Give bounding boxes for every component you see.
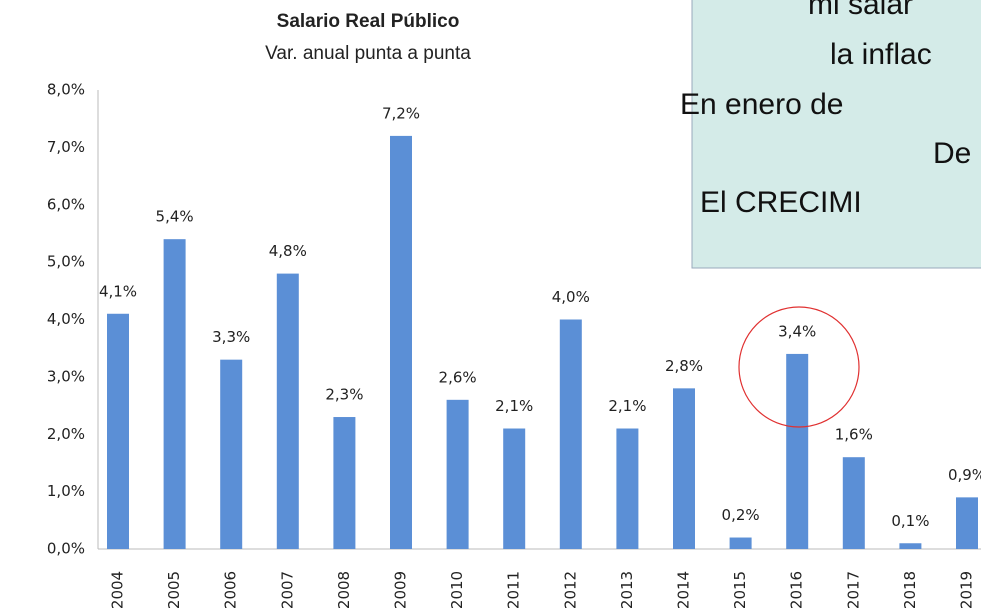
value-label: 2,1% — [495, 397, 533, 415]
x-tick-label: 2005 — [165, 571, 183, 609]
y-tick-label: 0,0% — [47, 540, 85, 558]
y-tick-label: 4,0% — [47, 310, 85, 328]
x-tick-label: 2009 — [392, 571, 410, 609]
value-label: 2,6% — [439, 368, 477, 386]
x-tick-label: 2019 — [958, 571, 976, 609]
value-label: 4,1% — [99, 282, 137, 300]
y-tick-label: 5,0% — [47, 253, 85, 271]
bar — [276, 273, 299, 549]
value-label: 3,3% — [212, 328, 250, 346]
bar — [956, 497, 978, 549]
chart-subtitle: Var. anual punta a punta — [265, 43, 471, 64]
bar — [333, 417, 356, 549]
bar — [390, 135, 412, 549]
x-tick-label: 2012 — [561, 571, 579, 609]
y-tick-label: 3,0% — [47, 367, 85, 385]
bar — [616, 428, 639, 549]
bar — [503, 428, 526, 549]
overlay-line: mi salar — [808, 0, 913, 21]
x-tick-label: 2013 — [618, 571, 636, 609]
x-tick-label: 2010 — [448, 571, 466, 609]
value-label: 4,8% — [269, 242, 307, 260]
x-tick-label: 2008 — [335, 571, 353, 609]
y-tick-label: 7,0% — [47, 138, 85, 156]
y-tick-label: 6,0% — [47, 195, 85, 213]
overlay-line: En enero de — [680, 88, 843, 121]
x-tick-label: 2006 — [222, 571, 240, 609]
bar — [842, 457, 865, 549]
x-tick-label: 2004 — [109, 571, 127, 609]
overlay-line: El CRECIMI — [700, 186, 862, 219]
bar — [107, 313, 129, 549]
highlight-circle — [738, 306, 860, 428]
bar — [163, 239, 186, 550]
y-tick-label: 1,0% — [47, 482, 85, 500]
y-tick-label: 8,0% — [47, 81, 85, 99]
overlay-line: De — [933, 137, 971, 170]
value-label: 5,4% — [156, 208, 194, 226]
bar — [446, 399, 469, 549]
x-tick-label: 2016 — [788, 571, 806, 609]
bar — [899, 543, 922, 549]
bar — [673, 388, 695, 549]
value-label: 1,6% — [835, 426, 873, 444]
x-tick-label: 2007 — [278, 571, 296, 609]
value-label: 3,4% — [778, 322, 816, 340]
value-label: 0,1% — [891, 512, 929, 530]
bar — [786, 353, 809, 549]
overlay-line: la inflac — [830, 38, 932, 71]
overlay-box — [691, 0, 981, 269]
bar — [729, 537, 752, 549]
value-label: 0,2% — [722, 506, 760, 524]
bar — [220, 359, 243, 549]
value-label: 0,9% — [948, 466, 981, 484]
value-label: 2,1% — [608, 397, 646, 415]
value-label: 4,0% — [552, 288, 590, 306]
x-tick-label: 2015 — [731, 571, 749, 609]
value-label: 2,8% — [665, 357, 703, 375]
x-tick-label: 2017 — [844, 571, 862, 609]
value-label: 2,3% — [325, 386, 363, 404]
value-label: 7,2% — [382, 104, 420, 122]
y-tick-label: 2,0% — [47, 425, 85, 443]
chart-title: Salario Real Público — [277, 11, 460, 32]
x-tick-label: 2011 — [505, 571, 523, 609]
x-tick-label: 2014 — [675, 571, 693, 609]
bar — [559, 319, 582, 549]
x-tick-label: 2018 — [901, 571, 919, 609]
